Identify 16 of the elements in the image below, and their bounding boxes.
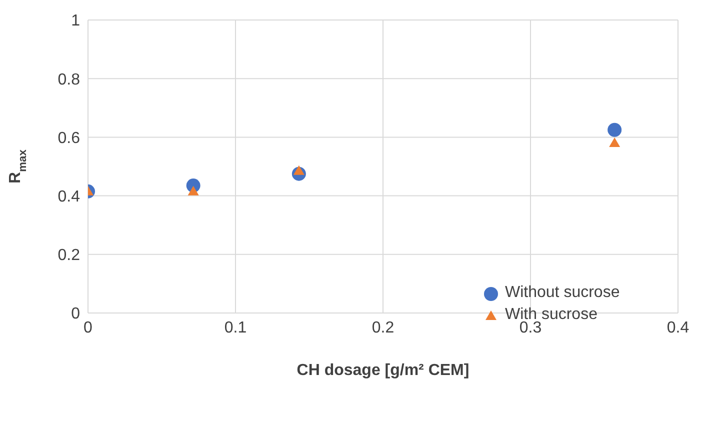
x-tick-label: 0.1	[224, 319, 247, 336]
y-tick-label: 0.6	[58, 130, 80, 147]
y-tick-label: 0	[71, 306, 80, 323]
point	[608, 122, 622, 137]
point	[188, 186, 199, 196]
y-tick-label: 1	[71, 12, 80, 30]
x-axis-title: CH dosage [g/m² CEM]	[296, 362, 470, 379]
point	[609, 138, 620, 148]
y-tick-label: 0.2	[58, 247, 80, 264]
legend-label: Without sucrose	[505, 284, 620, 302]
point	[293, 165, 304, 175]
x-tick-label: 0.4	[666, 319, 690, 336]
x-tick-label: 0.2	[372, 319, 394, 336]
x-tick-label: 0	[84, 319, 93, 336]
y-tick-label: 0.8	[58, 71, 80, 88]
y-tick-label: 0.4	[58, 188, 80, 206]
